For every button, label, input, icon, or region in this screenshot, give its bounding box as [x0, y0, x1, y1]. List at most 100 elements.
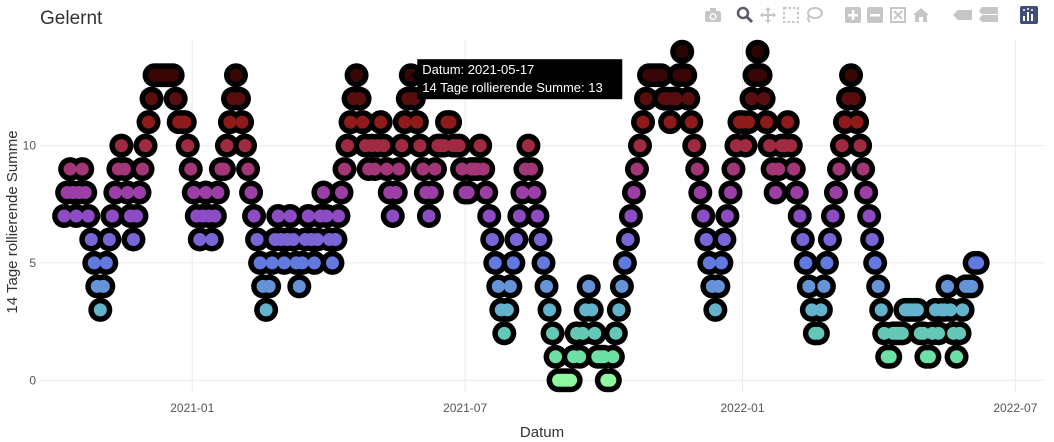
- data-point[interactable]: [693, 186, 707, 200]
- data-point[interactable]: [389, 186, 403, 200]
- data-point[interactable]: [835, 139, 849, 153]
- data-point[interactable]: [286, 232, 300, 246]
- data-point[interactable]: [503, 279, 517, 293]
- data-point[interactable]: [295, 256, 309, 270]
- data-point[interactable]: [823, 232, 837, 246]
- data-point[interactable]: [377, 139, 391, 153]
- data-point[interactable]: [335, 186, 349, 200]
- data-point[interactable]: [663, 115, 677, 129]
- data-point[interactable]: [941, 279, 955, 293]
- data-point[interactable]: [702, 256, 716, 270]
- data-point[interactable]: [895, 326, 909, 340]
- data-point[interactable]: [407, 92, 421, 106]
- data-point[interactable]: [235, 115, 249, 129]
- data-point[interactable]: [726, 162, 740, 176]
- data-point[interactable]: [485, 232, 499, 246]
- data-point[interactable]: [742, 115, 756, 129]
- data-point[interactable]: [965, 279, 979, 293]
- data-point[interactable]: [181, 139, 195, 153]
- data-point[interactable]: [232, 92, 246, 106]
- data-point[interactable]: [639, 92, 653, 106]
- data-point[interactable]: [515, 186, 529, 200]
- data-point[interactable]: [971, 256, 985, 270]
- data-point[interactable]: [425, 186, 439, 200]
- data-point[interactable]: [512, 209, 526, 223]
- data-point[interactable]: [310, 232, 324, 246]
- data-point[interactable]: [850, 115, 864, 129]
- data-point[interactable]: [69, 209, 83, 223]
- data-point[interactable]: [482, 209, 496, 223]
- data-point[interactable]: [922, 350, 936, 364]
- data-point[interactable]: [847, 92, 861, 106]
- data-point[interactable]: [220, 139, 234, 153]
- data-point[interactable]: [223, 115, 237, 129]
- reset-axes-icon[interactable]: [911, 4, 931, 26]
- data-point[interactable]: [114, 139, 128, 153]
- data-point[interactable]: [540, 279, 554, 293]
- data-point[interactable]: [787, 162, 801, 176]
- data-point[interactable]: [521, 139, 535, 153]
- data-point[interactable]: [398, 115, 412, 129]
- zoom-out-icon[interactable]: [865, 4, 885, 26]
- data-point[interactable]: [187, 186, 201, 200]
- data-point[interactable]: [687, 139, 701, 153]
- data-point[interactable]: [811, 326, 825, 340]
- data-point[interactable]: [416, 162, 430, 176]
- data-point[interactable]: [684, 115, 698, 129]
- data-point[interactable]: [865, 232, 879, 246]
- data-point[interactable]: [533, 232, 547, 246]
- data-point[interactable]: [708, 303, 722, 317]
- data-points[interactable]: [52, 39, 990, 393]
- data-point[interactable]: [178, 115, 192, 129]
- data-point[interactable]: [711, 279, 725, 293]
- data-point[interactable]: [874, 303, 888, 317]
- data-point[interactable]: [193, 232, 207, 246]
- data-point[interactable]: [859, 186, 873, 200]
- data-point[interactable]: [63, 162, 77, 176]
- data-point[interactable]: [229, 68, 243, 82]
- data-point[interactable]: [386, 209, 400, 223]
- data-point[interactable]: [784, 139, 798, 153]
- data-point[interactable]: [910, 303, 924, 317]
- data-point[interactable]: [751, 45, 765, 59]
- data-point[interactable]: [950, 350, 964, 364]
- data-point[interactable]: [319, 209, 333, 223]
- data-point[interactable]: [93, 303, 107, 317]
- data-point[interactable]: [802, 279, 816, 293]
- data-point[interactable]: [739, 139, 753, 153]
- data-point[interactable]: [549, 350, 563, 364]
- data-point[interactable]: [829, 186, 843, 200]
- pan-icon[interactable]: [758, 4, 778, 26]
- data-point[interactable]: [612, 303, 626, 317]
- data-point[interactable]: [769, 186, 783, 200]
- lasso-select-icon[interactable]: [804, 4, 824, 26]
- data-point[interactable]: [205, 232, 219, 246]
- data-point[interactable]: [832, 162, 846, 176]
- data-point[interactable]: [745, 92, 759, 106]
- data-point[interactable]: [437, 139, 451, 153]
- data-point[interactable]: [690, 162, 704, 176]
- data-point[interactable]: [356, 115, 370, 129]
- data-point[interactable]: [696, 209, 710, 223]
- data-point[interactable]: [139, 139, 153, 153]
- data-point[interactable]: [956, 303, 970, 317]
- data-point[interactable]: [145, 92, 159, 106]
- data-point[interactable]: [624, 209, 638, 223]
- data-point[interactable]: [87, 256, 101, 270]
- data-point[interactable]: [717, 232, 731, 246]
- data-point[interactable]: [84, 232, 98, 246]
- data-point[interactable]: [546, 326, 560, 340]
- data-point[interactable]: [341, 139, 355, 153]
- data-point[interactable]: [96, 279, 110, 293]
- data-point[interactable]: [105, 209, 119, 223]
- data-point[interactable]: [606, 350, 620, 364]
- data-point[interactable]: [283, 209, 297, 223]
- data-point[interactable]: [57, 209, 71, 223]
- zoom-in-icon[interactable]: [843, 4, 863, 26]
- data-point[interactable]: [621, 232, 635, 246]
- data-point[interactable]: [838, 115, 852, 129]
- data-point[interactable]: [117, 162, 131, 176]
- data-point[interactable]: [473, 139, 487, 153]
- data-point[interactable]: [799, 256, 813, 270]
- data-point[interactable]: [78, 186, 92, 200]
